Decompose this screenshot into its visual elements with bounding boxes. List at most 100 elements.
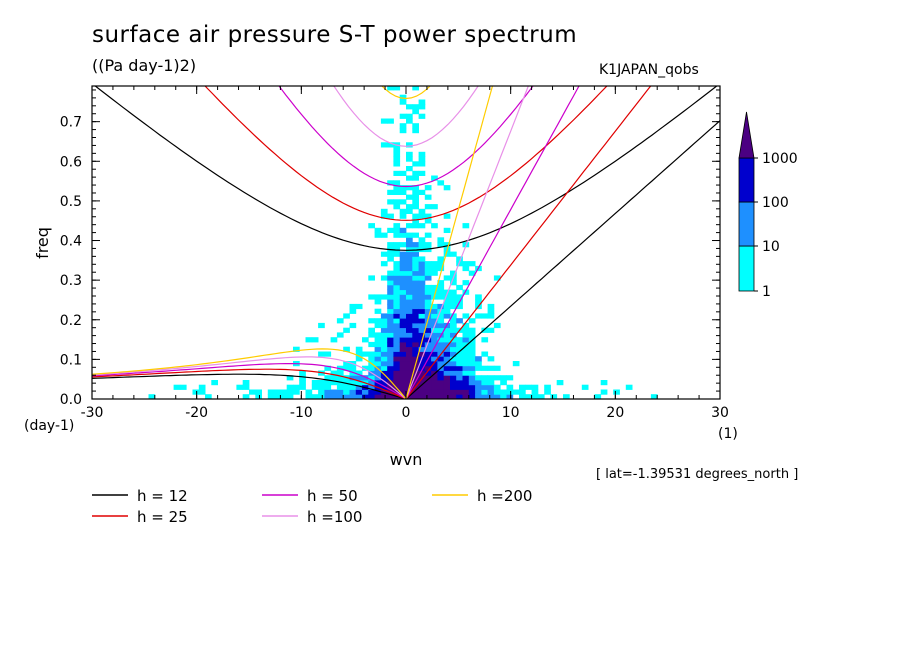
heatmap-cell	[525, 394, 532, 399]
kelvin-curve-h25	[405, 86, 652, 399]
heatmap-cell	[481, 380, 489, 386]
heatmap-cell	[305, 389, 313, 395]
heatmap-cell	[481, 351, 489, 357]
heatmap-cell	[393, 86, 401, 91]
heatmap-cell	[343, 361, 350, 367]
heatmap-cell	[393, 313, 401, 319]
heatmap-cell	[387, 227, 394, 233]
heatmap-cell	[487, 365, 495, 371]
heatmap-cell	[393, 365, 401, 371]
heatmap-cell	[550, 394, 558, 399]
heatmap-cell	[424, 389, 432, 395]
heatmap-cell	[431, 270, 438, 276]
heatmap-cell	[406, 356, 413, 362]
heatmap-cell	[362, 337, 369, 343]
heatmap-cell	[406, 156, 413, 162]
heatmap-cell	[412, 175, 419, 181]
heatmap-cell	[399, 375, 407, 381]
heatmap-cell	[437, 375, 445, 381]
heatmap-cell	[406, 275, 413, 281]
heatmap-cell	[412, 232, 419, 238]
kelvin-curve-h100	[405, 86, 529, 399]
y-axis-label: freq	[33, 227, 52, 259]
heatmap-cell	[431, 332, 438, 338]
heatmap-cell	[412, 265, 419, 272]
heatmap-cell	[487, 308, 495, 314]
heatmap-cell	[355, 346, 363, 352]
heatmap-cell	[418, 341, 426, 348]
heatmap-cell	[418, 156, 426, 162]
heatmap-cell	[418, 151, 426, 157]
heatmap-cell	[368, 365, 375, 371]
heatmap-cell	[293, 389, 300, 395]
heatmap-cell	[437, 294, 445, 300]
heatmap-cell	[406, 346, 413, 352]
heatmap-cell	[487, 356, 495, 362]
heatmap-cell	[330, 389, 338, 395]
heatmap-cell	[462, 384, 470, 390]
heatmap-cell	[450, 365, 457, 371]
heatmap-cell	[148, 394, 156, 399]
heatmap-cell	[393, 318, 401, 324]
heatmap-cell	[299, 375, 306, 381]
heatmap-cell	[493, 322, 501, 329]
heatmap-cell	[336, 375, 344, 381]
heatmap-cell	[387, 380, 394, 386]
heatmap-cell	[456, 261, 463, 267]
heatmap-cell	[462, 261, 470, 267]
heatmap-cell	[387, 337, 394, 343]
heatmap-cell	[412, 213, 419, 219]
heatmap-cell	[387, 327, 394, 333]
heatmap-cell	[456, 394, 463, 399]
heatmap-cell	[431, 261, 438, 267]
heatmap-cell	[506, 375, 514, 381]
heatmap-cell	[399, 380, 407, 386]
heatmap-cell	[387, 289, 394, 295]
colorbar-label: 1000	[762, 151, 798, 167]
heatmap-cell	[462, 265, 470, 272]
kelvin-curve-h12	[405, 120, 720, 399]
heatmap-cell	[355, 370, 363, 376]
heatmap-cell	[380, 375, 388, 381]
heatmap-cell	[437, 389, 445, 395]
heatmap-cell	[399, 280, 407, 286]
heatmap-cell	[374, 346, 382, 352]
heatmap-cell	[299, 380, 306, 386]
heatmap-cell	[343, 394, 350, 399]
heatmap-cell	[399, 242, 407, 248]
heatmap-cell	[286, 394, 294, 399]
heatmap-cell	[393, 223, 401, 229]
heatmap-cell	[393, 361, 401, 367]
x-tick-label: 10	[502, 405, 520, 421]
y-tick-label: 0.7	[60, 115, 82, 131]
heatmap-cell	[431, 308, 438, 314]
heatmap-cell	[368, 351, 375, 357]
heatmap-cell	[418, 289, 426, 295]
heatmap-cell	[236, 384, 244, 390]
heatmap-cell	[406, 318, 413, 324]
heatmap-cell	[399, 256, 407, 262]
y-tick-label: 0.1	[60, 352, 82, 368]
heatmap-cell	[437, 289, 445, 295]
heatmap-cell	[456, 361, 463, 367]
dataset-label: K1JAPAN_qobs	[599, 62, 699, 78]
heatmap-cell	[424, 384, 432, 390]
heatmap-cell	[424, 341, 432, 348]
heatmap-cell	[443, 341, 451, 348]
heatmap-cell	[387, 284, 394, 291]
heatmap-cell	[450, 394, 457, 399]
heatmap-cell	[368, 394, 375, 399]
heatmap-cell	[424, 289, 432, 295]
heatmap-cell	[424, 218, 432, 224]
heatmap-cell	[324, 384, 332, 390]
heatmap-cell	[374, 294, 382, 300]
kelvin-curve-h50	[405, 86, 580, 399]
heatmap-cell	[424, 194, 432, 200]
latitude-note: [ lat=-1.39531 degrees_north ]	[596, 467, 799, 482]
heatmap-cell	[380, 365, 388, 371]
heatmap-cell	[418, 270, 426, 276]
heatmap-cell	[418, 384, 426, 390]
heatmap-cell	[399, 265, 407, 272]
heatmap-cell	[399, 189, 407, 195]
heatmap-cell	[424, 380, 432, 386]
